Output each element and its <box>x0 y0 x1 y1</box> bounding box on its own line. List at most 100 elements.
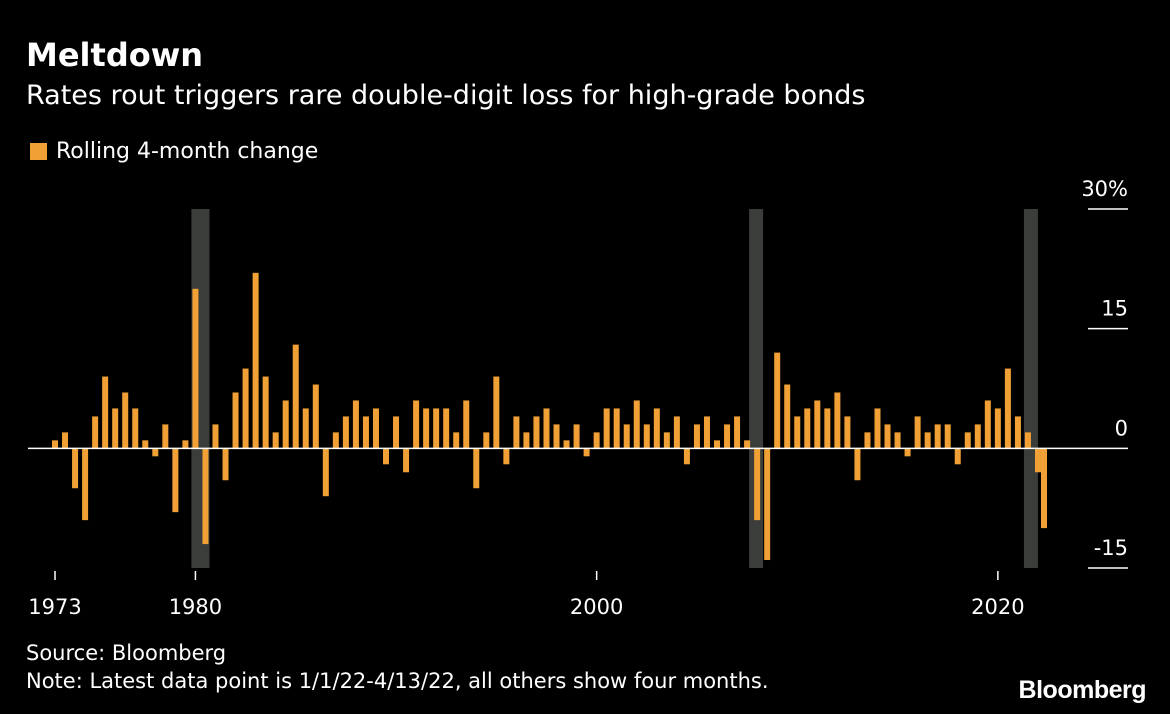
bar <box>834 392 841 449</box>
chart-subtitle: Rates rout triggers rare double-digit lo… <box>26 80 866 111</box>
bar <box>854 448 861 481</box>
bar <box>874 408 881 449</box>
bar <box>1041 448 1047 529</box>
bar <box>754 448 761 521</box>
bar <box>62 432 69 449</box>
footnote: Note: Latest data point is 1/1/22-4/13/2… <box>26 669 769 693</box>
bar <box>824 408 831 449</box>
bar <box>322 448 329 497</box>
bar <box>282 400 289 449</box>
y-tick-label: 30% <box>1081 177 1128 201</box>
bar <box>663 432 670 449</box>
bar <box>683 448 690 465</box>
bar <box>603 408 610 449</box>
bar <box>984 400 991 449</box>
bar <box>623 424 630 449</box>
bar <box>222 448 229 481</box>
bar <box>583 448 590 457</box>
bar <box>563 440 570 449</box>
y-tick-label: 0 <box>1115 416 1128 440</box>
bar <box>463 400 470 449</box>
bar <box>513 416 520 449</box>
bar <box>453 432 460 449</box>
bar <box>764 448 771 561</box>
bar <box>443 408 450 449</box>
bar <box>413 400 420 449</box>
bar <box>403 448 410 473</box>
bar <box>884 424 891 449</box>
bar <box>904 448 911 457</box>
bar <box>142 440 149 449</box>
bar <box>794 416 801 449</box>
bar <box>372 408 379 449</box>
bar <box>82 448 89 521</box>
bar <box>202 448 209 545</box>
bar <box>864 432 871 449</box>
bar <box>252 272 259 449</box>
bar <box>92 416 99 449</box>
bar <box>814 400 821 449</box>
y-axis: 30% 15 0 -15 <box>1081 177 1128 569</box>
bar <box>352 400 359 449</box>
x-tick-label: 2000 <box>570 595 623 619</box>
bar <box>643 424 650 449</box>
bar <box>232 392 239 449</box>
source-note: Source: Bloomberg <box>26 641 227 665</box>
bar <box>533 416 540 449</box>
bar <box>774 352 781 449</box>
bar <box>242 368 249 449</box>
x-tick-label: 1980 <box>169 595 222 619</box>
bar <box>122 392 129 449</box>
legend-label: Rolling 4-month change <box>56 139 319 164</box>
bar <box>924 432 931 449</box>
bar <box>593 432 600 449</box>
bloomberg-logo: Bloomberg <box>1018 676 1147 704</box>
bar <box>1034 448 1041 473</box>
bar <box>804 408 811 449</box>
bar <box>974 424 981 449</box>
bar <box>1024 432 1031 449</box>
bar <box>673 416 680 449</box>
bar <box>152 448 159 457</box>
bar <box>1004 368 1011 449</box>
bar <box>844 416 851 449</box>
bar <box>914 416 921 449</box>
bar <box>362 416 369 449</box>
bar <box>473 448 480 489</box>
bar <box>52 440 58 449</box>
bar <box>1014 416 1021 449</box>
bar <box>543 408 550 449</box>
bar <box>483 432 490 449</box>
bar <box>954 448 961 465</box>
bar <box>112 408 119 449</box>
x-tick-label: 1973 <box>28 595 81 619</box>
bar <box>994 408 1001 449</box>
bar <box>613 408 620 449</box>
bar <box>332 432 339 449</box>
bar <box>433 408 440 449</box>
bar <box>944 424 951 449</box>
legend-swatch <box>30 143 47 160</box>
bar <box>72 448 79 489</box>
x-tick-label: 2020 <box>971 595 1024 619</box>
bar <box>523 432 530 449</box>
legend: Rolling 4-month change <box>30 139 318 164</box>
x-axis: 1973 1980 2000 2020 <box>28 571 1025 619</box>
bar <box>573 424 580 449</box>
bar <box>312 384 319 449</box>
bar <box>342 416 349 449</box>
bar <box>714 440 721 449</box>
bar <box>633 400 640 449</box>
y-tick-label: -15 <box>1094 536 1128 560</box>
bar <box>703 416 710 449</box>
bar <box>964 432 971 449</box>
recession-band <box>1023 209 1038 568</box>
bar <box>784 384 791 449</box>
bar <box>724 424 731 449</box>
bar <box>292 344 299 449</box>
bar <box>393 416 400 449</box>
bar <box>182 440 189 449</box>
bar <box>102 376 109 449</box>
bar <box>693 424 700 449</box>
bar <box>162 424 169 449</box>
